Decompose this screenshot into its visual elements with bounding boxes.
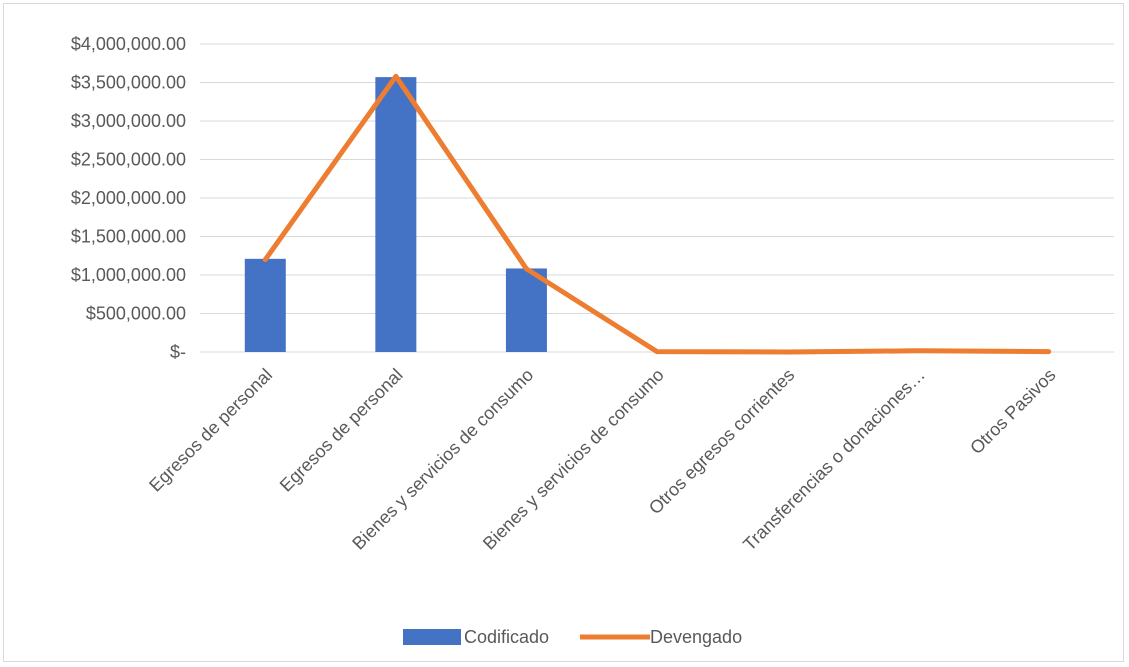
x-category-label-1: Egresos de personal [276, 365, 407, 496]
y-tick-label-2: $1,000,000.00 [71, 265, 186, 285]
x-category-label-4: Otros egresos corrientes [645, 365, 798, 518]
x-axis-labels: Egresos de personal Egresos de personalBi… [145, 365, 1059, 555]
codificado-bars [244, 77, 547, 353]
legend-label-devengado: Devengado [650, 627, 742, 647]
y-tick-label-0: $- [170, 342, 186, 362]
y-axis-labels: $- $500,000.00 $1,000,000.00 $1,500,000.00 $… [71, 34, 186, 362]
y-tick-label-5: $2,500,000.00 [71, 150, 186, 170]
bar-codificado-2 [505, 268, 547, 352]
y-tick-label-1: $500,000.00 [86, 304, 186, 324]
legend: Codificado Devengado [403, 627, 742, 647]
x-category-label-0: Egresos de personal [145, 365, 276, 496]
legend-label-codificado: Codificado [464, 627, 549, 647]
gridlines [200, 43, 1114, 353]
chart-area: $- $500,000.00 $1,000,000.00 $1,500,000.00 $… [3, 3, 1124, 662]
bar-codificado-1 [375, 77, 417, 353]
bar-codificado-0 [244, 258, 286, 352]
y-tick-label-6: $3,000,000.00 [71, 111, 186, 131]
devengado-line-group [262, 73, 1052, 355]
y-tick-label-8: $4,000,000.00 [71, 34, 186, 54]
legend-swatch-codificado [403, 629, 461, 645]
combo-chart: $- $500,000.00 $1,000,000.00 $1,500,000.00 $… [71, 34, 1114, 647]
y-tick-label-3: $1,500,000.00 [71, 227, 186, 247]
y-tick-label-4: $2,000,000.00 [71, 188, 186, 208]
x-category-label-6: Otros Pasivos [966, 365, 1059, 458]
y-tick-label-7: $3,500,000.00 [71, 73, 186, 93]
